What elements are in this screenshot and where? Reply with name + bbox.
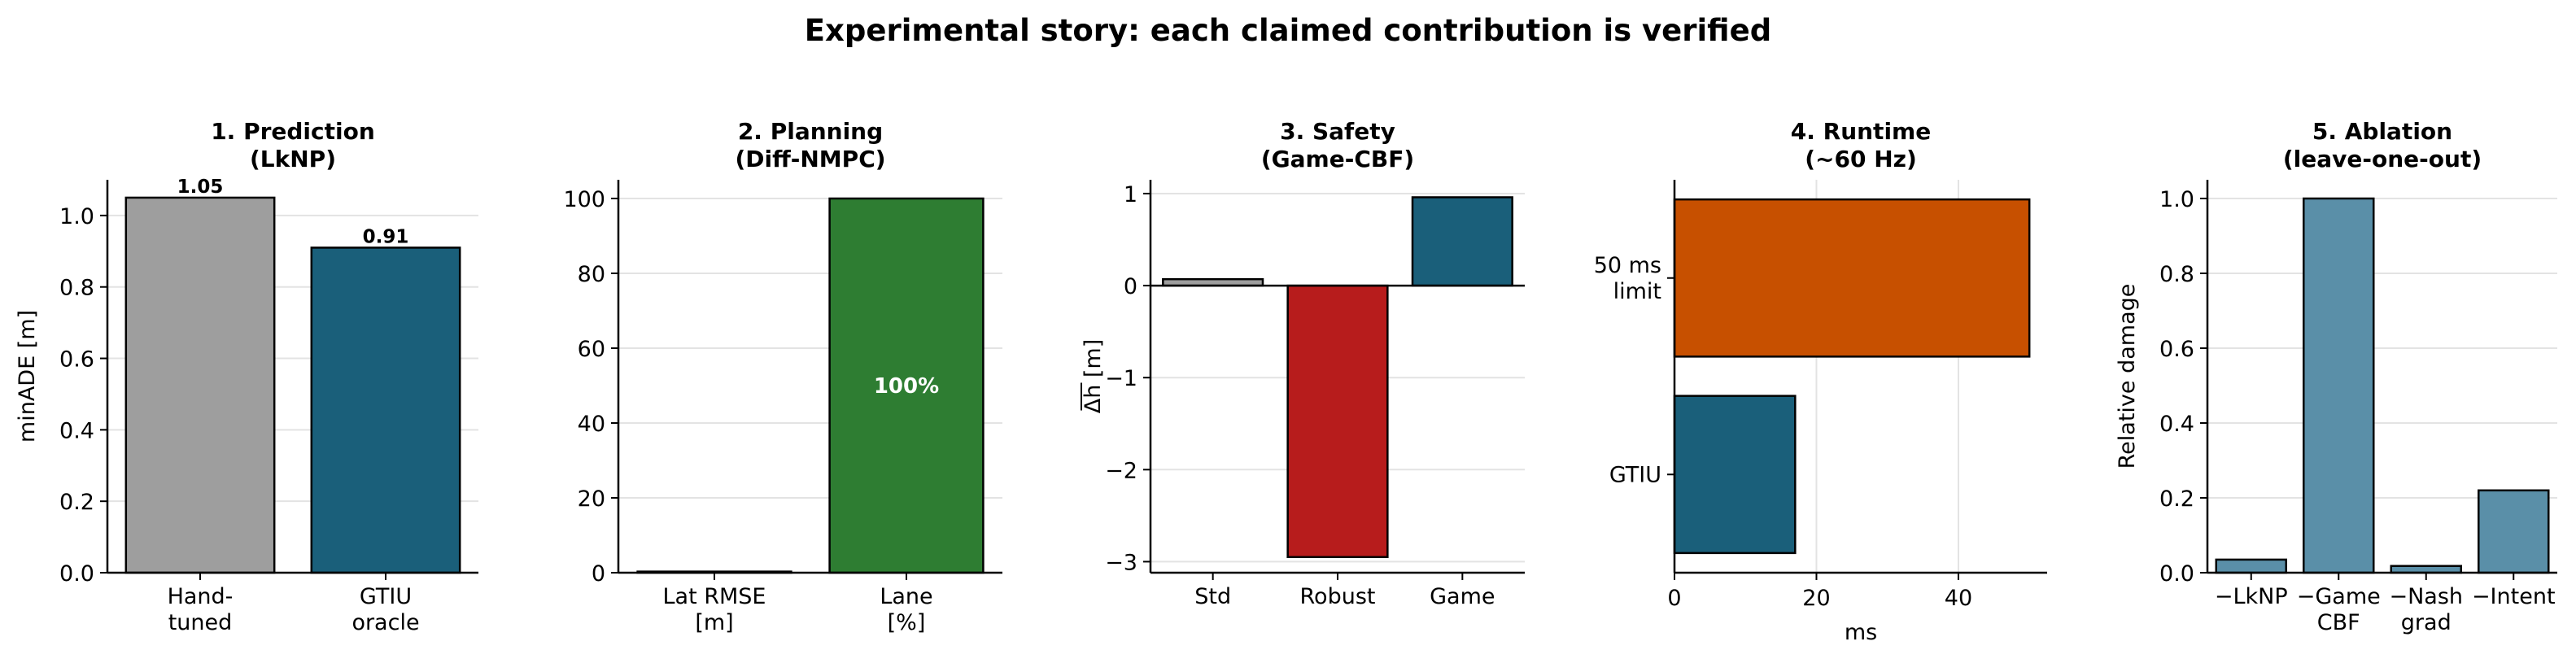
bar — [1286, 284, 1389, 559]
bar — [310, 246, 461, 574]
x-axis-label: ms — [1845, 620, 1877, 645]
y-tick-label: 50 ms limit — [1594, 253, 1661, 304]
data-label: 0.91 — [363, 226, 409, 247]
y-axis-label: Relative damage — [2115, 284, 2140, 469]
panel-title: 4. Runtime (~60 Hz) — [1791, 118, 1931, 172]
panel-title: 2. Planning (Diff-NMPC) — [735, 118, 885, 172]
panel-title: 5. Ablation (leave-one-out) — [2283, 118, 2482, 172]
data-label: 1.05 — [177, 177, 224, 198]
y-tick-label: 20 — [578, 486, 605, 512]
data-label: 100% — [874, 374, 939, 399]
x-tick-label: 0 — [1667, 586, 1681, 611]
y-tick-label: 0.6 — [2159, 337, 2194, 362]
y-axis-label: Δh [m] — [1081, 339, 1106, 414]
y-tick-label: 0.2 — [2159, 486, 2194, 512]
bar — [1411, 196, 1513, 287]
x-tick-label: Std — [1194, 584, 1231, 609]
x-tick-label: 20 — [1802, 586, 1830, 611]
x-tick-label: Lane [%] — [880, 584, 932, 635]
y-tick-label: −3 — [1105, 550, 1137, 575]
y-tick-label: GTIU — [1609, 462, 1661, 487]
bar — [1673, 395, 1797, 555]
y-tick-label: 1 — [1124, 182, 1137, 207]
y-axis-label: minADE [m] — [15, 310, 40, 443]
y-tick-label: 40 — [578, 412, 605, 437]
x-tick-label: 40 — [1945, 586, 1972, 611]
x-tick-label: Lat RMSE [m] — [662, 584, 766, 635]
y-tick-label: 0.2 — [59, 490, 94, 515]
y-tick-label: 60 — [578, 337, 605, 362]
y-tick-label: 0 — [1124, 274, 1137, 299]
bar — [1673, 198, 2031, 358]
bar — [2215, 558, 2287, 574]
y-tick-label: 1.0 — [2159, 187, 2194, 212]
y-tick-label: 0.0 — [2159, 561, 2194, 587]
x-tick-label: GTIU oracle — [351, 584, 419, 635]
y-tick-label: 0.4 — [59, 418, 94, 443]
y-tick-label: 0.4 — [2159, 412, 2194, 437]
y-tick-label: −1 — [1105, 366, 1137, 391]
bar — [2478, 489, 2550, 574]
figure-suptitle: Experimental story: each claimed contrib… — [804, 13, 1772, 48]
y-tick-label: 0 — [592, 561, 605, 587]
y-tick-label: 0.0 — [59, 561, 94, 587]
panel-2: 2. Planning (Diff-NMPC) Lat RMSE [m] 100% Lan… — [563, 118, 1002, 635]
panel-4: 4. Runtime (~60 Hz) GTIU 50 ms limit 0 20 40 ms — [1594, 118, 2047, 645]
y-tick-label: 80 — [578, 262, 605, 287]
x-tick-label: −Intent — [2472, 584, 2556, 609]
bar — [828, 197, 985, 574]
x-tick-label: −LkNP — [2215, 584, 2288, 609]
y-tick-label: 100 — [563, 187, 605, 212]
y-tick-label: 1.0 — [59, 204, 94, 229]
x-tick-label: −Game CBF — [2297, 584, 2381, 635]
bar — [2303, 197, 2375, 574]
y-tick-label: −2 — [1105, 458, 1137, 483]
y-tick-label: 0.6 — [59, 347, 94, 373]
panel-3: 3. Safety (Game-CBF) Std Robust Game −3 −2 −1 0 1… — [1081, 118, 1525, 609]
bar — [124, 196, 276, 574]
x-tick-label: −Nash grad — [2389, 584, 2463, 635]
x-tick-label: Robust — [1300, 584, 1376, 609]
panel-1: 1. Prediction (LkNP) 1.05 Hand-tuned 0.91 GTI… — [15, 118, 478, 635]
panel-5: 5. Ablation (leave-one-out)−LkNP −Game CBF−… — [2115, 118, 2557, 635]
panel-title: 1. Prediction (LkNP) — [211, 118, 375, 172]
x-tick-label: Hand-tuned — [168, 584, 234, 635]
x-tick-label: Game — [1430, 584, 1495, 609]
panel-title: 3. Safety (Game-CBF) — [1261, 118, 1414, 172]
y-tick-label: 0.8 — [2159, 262, 2194, 287]
y-tick-label: 0.8 — [59, 276, 94, 301]
